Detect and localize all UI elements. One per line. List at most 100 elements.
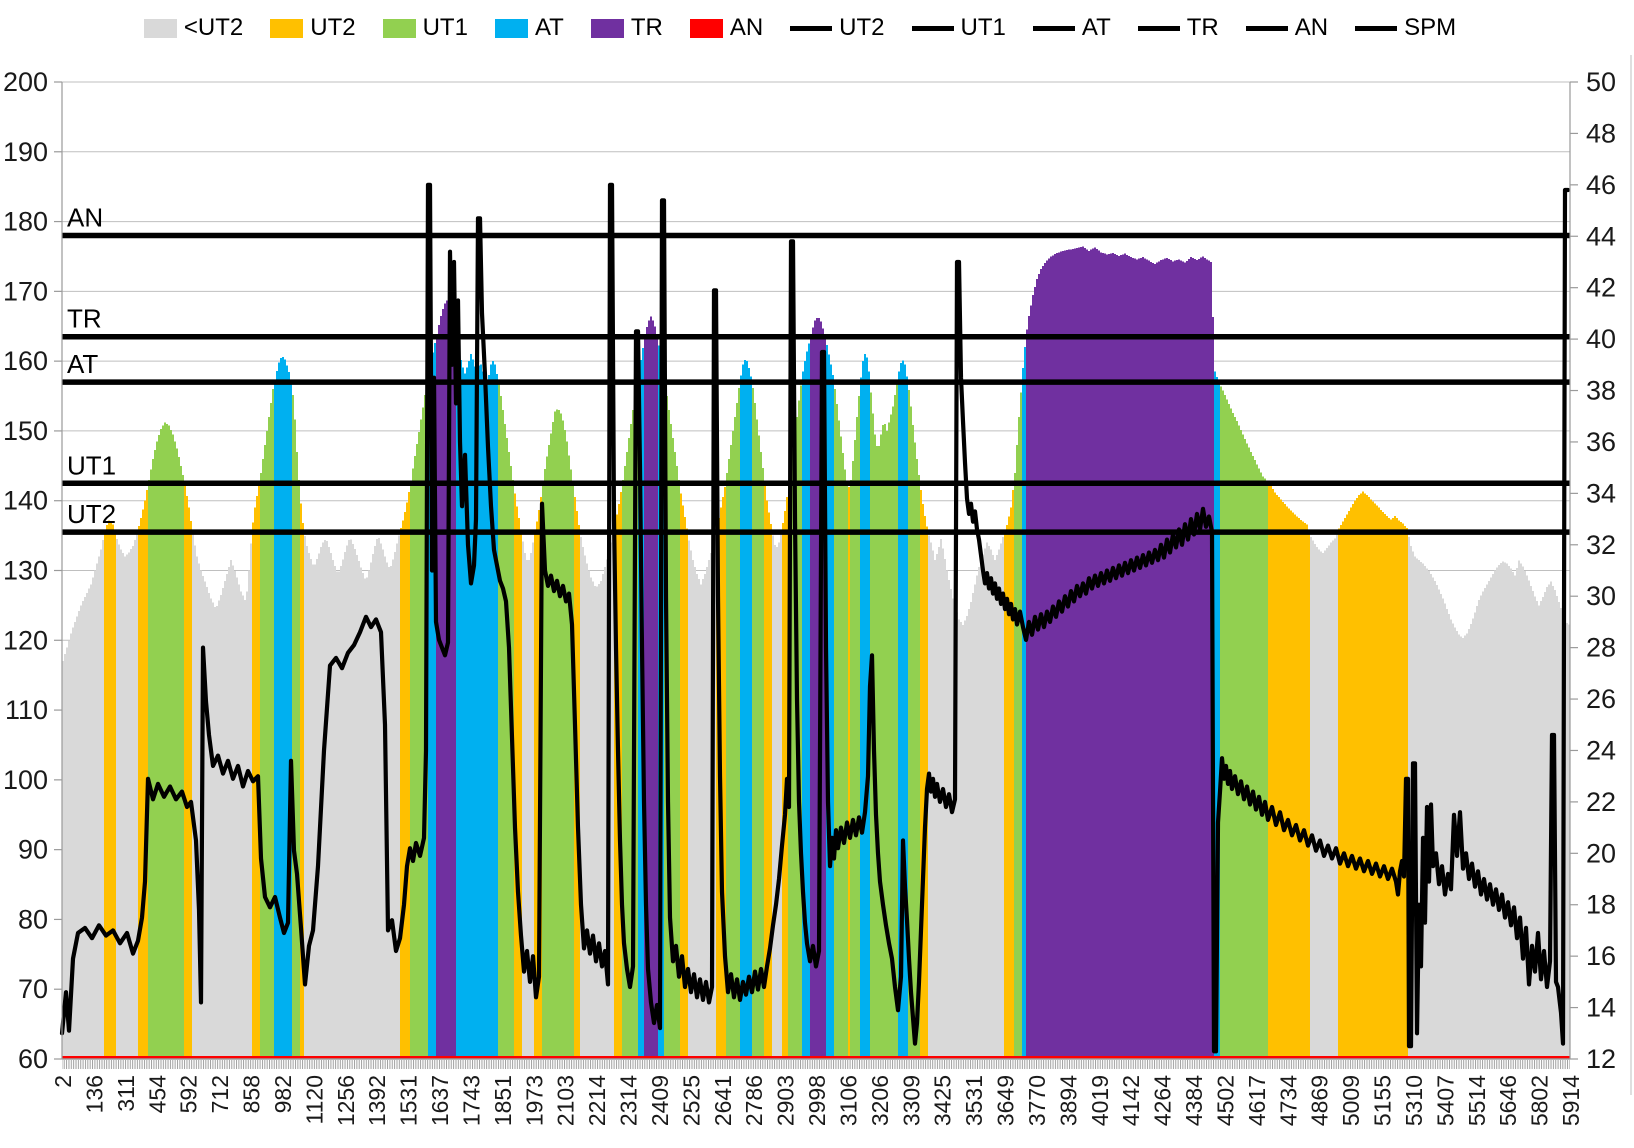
right-axis-tick-label: 16 — [1586, 941, 1616, 971]
x-axis-tick-label: 2525 — [678, 1075, 704, 1126]
legend-item-area-lt-ut2: <UT2 — [143, 14, 243, 42]
right-axis-tick-label: 24 — [1586, 735, 1616, 765]
right-axis-tick-label: 14 — [1586, 993, 1616, 1023]
x-axis-tick-label: 4384 — [1181, 1075, 1207, 1126]
left-axis-tick-label: 180 — [3, 207, 48, 237]
legend-label: UT2 — [310, 14, 356, 41]
x-axis-tick-label: 2998 — [804, 1075, 830, 1126]
x-axis-tick-label: 2409 — [647, 1075, 673, 1126]
x-axis-tick-label: 2103 — [553, 1075, 579, 1126]
x-axis-tick-label: 5646 — [1495, 1075, 1521, 1126]
legend-swatch-icon — [590, 18, 624, 38]
right-axis-tick-label: 38 — [1586, 376, 1616, 406]
zone-line-label-an: AN — [67, 203, 103, 233]
legend-item-line-tr: TR — [1137, 14, 1219, 42]
x-axis-tick-label: 5155 — [1370, 1075, 1396, 1126]
left-axis-tick-label: 190 — [3, 137, 48, 167]
zone-line-label-at: AT — [67, 349, 98, 379]
right-axis-tick-label: 32 — [1586, 530, 1616, 560]
x-axis-tick-label: 136 — [81, 1075, 107, 1113]
right-axis-tick-label: 12 — [1586, 1044, 1616, 1074]
zone-line-label-ut2: UT2 — [67, 499, 116, 529]
legend-line-icon — [911, 25, 954, 31]
legend-line-icon — [1245, 25, 1288, 31]
x-axis-tick-label: 1392 — [364, 1075, 390, 1126]
chart-legend: <UT2 UT2 UT1 AT TR AN UT2 UT1 AT TR AN SPM — [0, 14, 1600, 42]
x-axis-tick-label: 2 — [50, 1075, 76, 1088]
x-minor-tick-strip — [62, 1060, 1570, 1069]
hr-zone-area — [62, 246, 1570, 1060]
left-axis-tick-label: 160 — [3, 346, 48, 376]
x-axis-tick-label: 5407 — [1432, 1075, 1458, 1126]
left-axis-tick-label: 120 — [3, 625, 48, 655]
left-axis-tick-label: 110 — [5, 695, 48, 725]
left-axis-tick-label: 150 — [3, 416, 48, 446]
legend-swatch-icon — [270, 18, 304, 38]
x-axis-labels: 2 136 311 454 592 712 858 982 1120 1256 1392 1531 16… — [50, 1075, 1584, 1126]
legend-swatch-icon — [382, 18, 416, 38]
left-axis-tick-label: 90 — [18, 835, 48, 865]
legend-item-area-ut1: UT1 — [382, 14, 468, 42]
legend-label: AT — [534, 14, 564, 41]
x-axis-tick-label: 3425 — [930, 1075, 956, 1126]
left-axis-tick-label: 70 — [18, 974, 48, 1004]
right-axis-tick-label: 30 — [1586, 581, 1616, 611]
x-axis-tick-label: 1973 — [521, 1075, 547, 1126]
right-axis-tick-label: 22 — [1586, 787, 1616, 817]
x-axis-tick-label: 3206 — [867, 1075, 893, 1126]
legend-item-line-ut2: UT2 — [790, 14, 885, 42]
x-axis-tick-label: 5009 — [1338, 1075, 1364, 1126]
x-axis-tick-label: 3531 — [961, 1075, 987, 1126]
x-axis-tick-label: 3894 — [1055, 1075, 1081, 1126]
x-axis-tick-label: 1120 — [301, 1075, 327, 1124]
right-axis-tick-label: 46 — [1586, 170, 1616, 200]
x-axis-tick-label: 5914 — [1558, 1075, 1584, 1126]
zone-threshold-lines: AN TR AT UT1 UT2 — [62, 203, 1570, 535]
legend-item-line-at: AT — [1032, 14, 1111, 42]
x-axis-tick-label: 1637 — [427, 1075, 453, 1126]
legend-item-area-ut2: UT2 — [270, 14, 356, 42]
right-axis-tick-label: 28 — [1586, 633, 1616, 663]
legend-label: UT1 — [422, 14, 468, 41]
legend-swatch-icon — [143, 18, 177, 38]
x-axis-tick-label: 2214 — [584, 1075, 610, 1126]
x-axis-tick-label: 858 — [239, 1075, 265, 1113]
left-axis-tick-label: 100 — [3, 765, 48, 795]
left-axis-tick-label: 60 — [18, 1044, 48, 1074]
x-axis-tick-label: 4617 — [1244, 1075, 1270, 1126]
an-baseline-strip — [62, 1056, 1570, 1059]
legend-label: UT2 — [839, 14, 885, 41]
legend-line-icon — [1032, 25, 1075, 31]
right-axis-tick-label: 48 — [1586, 118, 1616, 148]
x-axis-tick-label: 4734 — [1275, 1075, 1301, 1126]
spm-line — [59, 182, 1571, 1054]
right-axis-tick-label: 34 — [1586, 478, 1616, 508]
right-axis-tick-label: 36 — [1586, 427, 1616, 457]
x-axis-tick-label: 982 — [270, 1075, 296, 1113]
legend-item-area-at: AT — [494, 14, 564, 42]
legend-item-line-an: AN — [1245, 14, 1329, 42]
right-axis-tick-label: 40 — [1586, 324, 1616, 354]
legend-label: TR — [1186, 14, 1219, 41]
left-axis-tick-label: 200 — [3, 67, 48, 97]
legend-item-line-ut1: UT1 — [911, 14, 1006, 42]
legend-line-icon — [790, 25, 833, 31]
x-axis-tick-label: 2314 — [616, 1075, 642, 1126]
x-axis-tick-label: 1851 — [490, 1075, 516, 1126]
legend-label: SPM — [1404, 14, 1457, 41]
right-axis-labels: 50 48 46 44 42 40 38 36 34 32 30 28 26 24 22 20 18 16 14 12 — [1570, 67, 1616, 1074]
legend-label: AN — [1294, 14, 1329, 41]
x-axis-tick-label: 2641 — [710, 1075, 736, 1126]
x-axis-tick-label: 1743 — [458, 1075, 484, 1126]
x-axis-tick-label: 5310 — [1401, 1075, 1427, 1126]
x-axis-tick-label: 1531 — [396, 1075, 422, 1126]
x-axis-tick-label: 2903 — [773, 1075, 799, 1126]
legend-line-icon — [1355, 25, 1398, 31]
x-axis-tick-label: 3649 — [993, 1075, 1019, 1126]
legend-label: AN — [729, 14, 764, 41]
x-axis-tick-label: 712 — [207, 1075, 233, 1113]
left-axis-tick-label: 170 — [3, 276, 48, 306]
x-axis-tick-label: 4264 — [1150, 1075, 1176, 1126]
x-axis-tick-label: 4019 — [1087, 1075, 1113, 1126]
